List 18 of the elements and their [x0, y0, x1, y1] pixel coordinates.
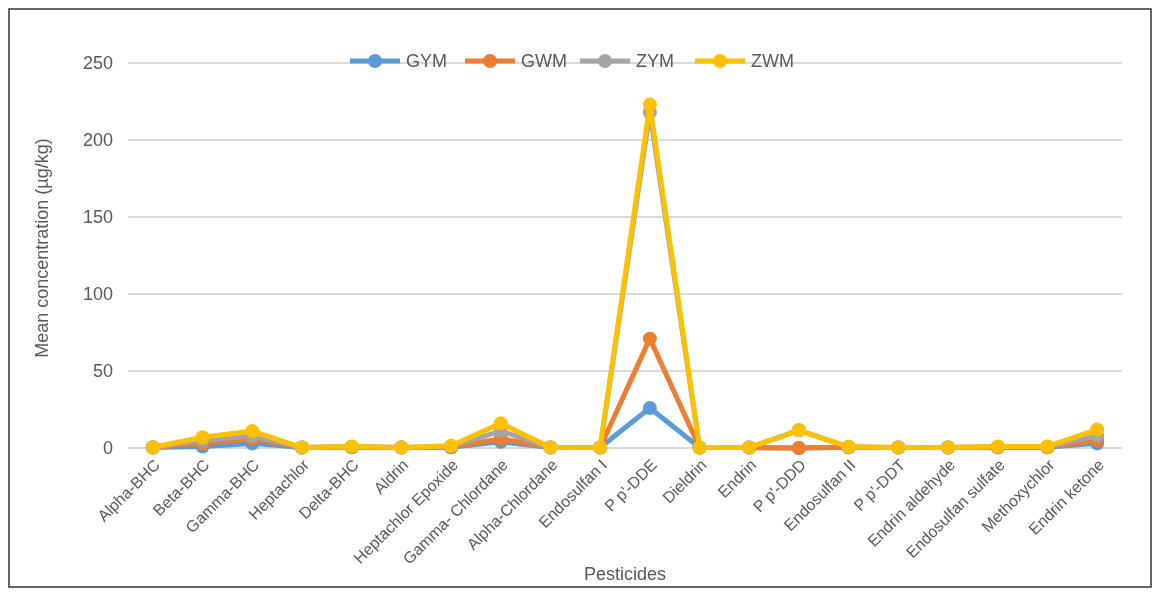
point	[642, 400, 657, 415]
y-tick-label: 100	[82, 284, 113, 305]
y-tick-label: 0	[102, 438, 113, 459]
legend-label: ZYM	[636, 51, 674, 72]
point	[1090, 422, 1105, 437]
y-tick-label: 50	[92, 361, 113, 382]
legend-label: GYM	[406, 51, 448, 72]
legend-label: GWM	[521, 51, 567, 72]
point	[642, 97, 657, 112]
point	[642, 331, 657, 346]
y-tick-label: 200	[82, 130, 113, 151]
x-axis-title: Pesticides	[583, 564, 667, 584]
y-tick-label: 150	[82, 207, 113, 228]
y-axis-title: Mean concentration (µg/kg)	[32, 138, 52, 358]
point	[493, 416, 508, 431]
point	[245, 424, 260, 439]
legend-label: ZWM	[751, 51, 794, 72]
y-tick-label: 250	[82, 53, 113, 74]
